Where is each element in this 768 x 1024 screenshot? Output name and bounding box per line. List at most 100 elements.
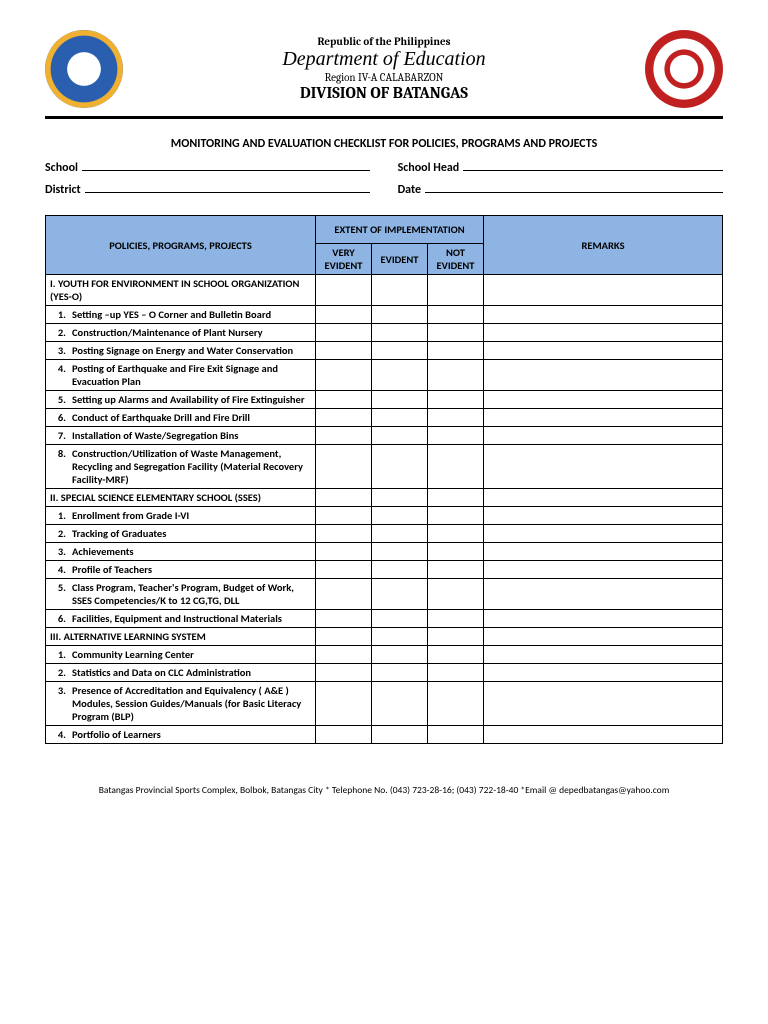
item-cell: 3.Presence of Accreditation and Equivale… — [46, 682, 316, 726]
item-text: Setting –up YES – O Corner and Bulletin … — [72, 308, 271, 321]
cell-very[interactable] — [316, 646, 372, 664]
cell-remarks[interactable] — [484, 507, 723, 525]
schoolhead-blank[interactable] — [463, 157, 723, 171]
cell-very[interactable] — [316, 342, 372, 360]
cell-not[interactable] — [428, 610, 484, 628]
cell-not[interactable] — [428, 507, 484, 525]
cell-evident[interactable] — [372, 360, 428, 391]
item-number: 3. — [50, 684, 72, 723]
cell-very[interactable] — [316, 360, 372, 391]
cell-remarks[interactable] — [484, 664, 723, 682]
cell-evident[interactable] — [372, 409, 428, 427]
cell-evident[interactable] — [372, 579, 428, 610]
item-cell: 1.Setting –up YES – O Corner and Bulleti… — [46, 306, 316, 324]
cell-evident[interactable] — [372, 525, 428, 543]
cell-evident[interactable] — [372, 682, 428, 726]
cell-very[interactable] — [316, 306, 372, 324]
cell-very[interactable] — [316, 561, 372, 579]
cell-evident[interactable] — [372, 646, 428, 664]
cell-very[interactable] — [316, 489, 372, 507]
cell-not[interactable] — [428, 579, 484, 610]
table-row: 7.Installation of Waste/Segregation Bins — [46, 427, 723, 445]
cell-evident[interactable] — [372, 324, 428, 342]
cell-not[interactable] — [428, 489, 484, 507]
cell-not[interactable] — [428, 306, 484, 324]
cell-evident[interactable] — [372, 427, 428, 445]
cell-evident[interactable] — [372, 391, 428, 409]
cell-remarks[interactable] — [484, 525, 723, 543]
cell-not[interactable] — [428, 628, 484, 646]
cell-evident[interactable] — [372, 275, 428, 306]
cell-remarks[interactable] — [484, 275, 723, 306]
cell-not[interactable] — [428, 525, 484, 543]
cell-not[interactable] — [428, 324, 484, 342]
item-text: Achievements — [72, 545, 134, 558]
cell-evident[interactable] — [372, 489, 428, 507]
cell-evident[interactable] — [372, 628, 428, 646]
cell-not[interactable] — [428, 275, 484, 306]
cell-remarks[interactable] — [484, 628, 723, 646]
cell-evident[interactable] — [372, 306, 428, 324]
section-head-row: II. SPECIAL SCIENCE ELEMENTARY SCHOOL (S… — [46, 489, 723, 507]
cell-remarks[interactable] — [484, 360, 723, 391]
section-head-row: I. YOUTH FOR ENVIRONMENT IN SCHOOL ORGAN… — [46, 275, 723, 306]
cell-evident[interactable] — [372, 543, 428, 561]
cell-not[interactable] — [428, 427, 484, 445]
date-blank[interactable] — [425, 179, 723, 193]
cell-very[interactable] — [316, 610, 372, 628]
cell-not[interactable] — [428, 342, 484, 360]
cell-very[interactable] — [316, 543, 372, 561]
cell-evident[interactable] — [372, 507, 428, 525]
cell-not[interactable] — [428, 543, 484, 561]
cell-not[interactable] — [428, 561, 484, 579]
item-number: 2. — [50, 326, 72, 339]
cell-remarks[interactable] — [484, 409, 723, 427]
cell-very[interactable] — [316, 525, 372, 543]
cell-very[interactable] — [316, 409, 372, 427]
cell-remarks[interactable] — [484, 427, 723, 445]
cell-very[interactable] — [316, 324, 372, 342]
school-blank[interactable] — [82, 157, 370, 171]
cell-very[interactable] — [316, 682, 372, 726]
cell-not[interactable] — [428, 646, 484, 664]
cell-very[interactable] — [316, 427, 372, 445]
cell-evident[interactable] — [372, 561, 428, 579]
district-blank[interactable] — [85, 179, 371, 193]
page-header: Republic of the Philippines Department o… — [45, 30, 723, 119]
cell-remarks[interactable] — [484, 561, 723, 579]
cell-not[interactable] — [428, 360, 484, 391]
cell-remarks[interactable] — [484, 610, 723, 628]
cell-evident[interactable] — [372, 664, 428, 682]
cell-evident[interactable] — [372, 342, 428, 360]
cell-remarks[interactable] — [484, 306, 723, 324]
cell-very[interactable] — [316, 579, 372, 610]
cell-very[interactable] — [316, 275, 372, 306]
cell-remarks[interactable] — [484, 342, 723, 360]
cell-remarks[interactable] — [484, 391, 723, 409]
cell-remarks[interactable] — [484, 543, 723, 561]
cell-very[interactable] — [316, 726, 372, 744]
cell-very[interactable] — [316, 445, 372, 489]
cell-remarks[interactable] — [484, 489, 723, 507]
cell-very[interactable] — [316, 628, 372, 646]
cell-very[interactable] — [316, 391, 372, 409]
cell-not[interactable] — [428, 726, 484, 744]
cell-very[interactable] — [316, 507, 372, 525]
cell-evident[interactable] — [372, 445, 428, 489]
cell-evident[interactable] — [372, 726, 428, 744]
cell-remarks[interactable] — [484, 579, 723, 610]
cell-not[interactable] — [428, 664, 484, 682]
item-text: Construction/Maintenance of Plant Nurser… — [72, 326, 263, 339]
cell-remarks[interactable] — [484, 646, 723, 664]
item-cell: 4.Posting of Earthquake and Fire Exit Si… — [46, 360, 316, 391]
cell-remarks[interactable] — [484, 682, 723, 726]
cell-very[interactable] — [316, 664, 372, 682]
cell-remarks[interactable] — [484, 324, 723, 342]
cell-remarks[interactable] — [484, 445, 723, 489]
cell-remarks[interactable] — [484, 726, 723, 744]
cell-not[interactable] — [428, 682, 484, 726]
cell-not[interactable] — [428, 409, 484, 427]
cell-not[interactable] — [428, 391, 484, 409]
cell-not[interactable] — [428, 445, 484, 489]
cell-evident[interactable] — [372, 610, 428, 628]
